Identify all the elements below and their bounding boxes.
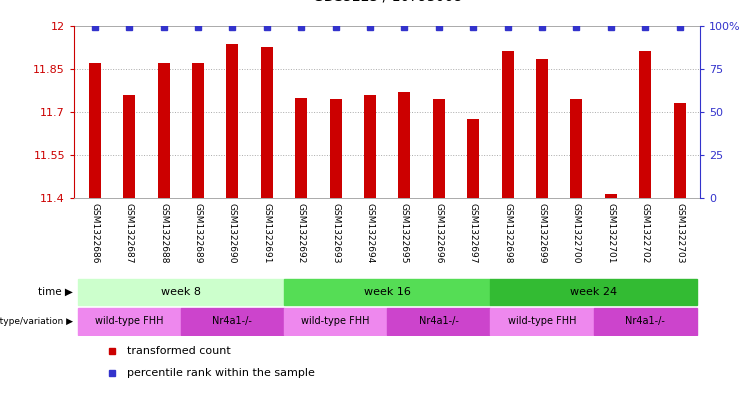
Bar xyxy=(158,63,170,198)
Text: GSM1322688: GSM1322688 xyxy=(159,203,168,263)
Bar xyxy=(181,308,284,334)
Bar xyxy=(491,308,594,334)
Text: GSM1322695: GSM1322695 xyxy=(400,203,409,263)
Text: GSM1322690: GSM1322690 xyxy=(227,203,237,263)
Bar xyxy=(605,194,617,198)
Text: wild-type FHH: wild-type FHH xyxy=(508,316,576,326)
Text: time ▶: time ▶ xyxy=(38,287,73,297)
Text: GSM1322694: GSM1322694 xyxy=(365,203,374,263)
Text: GSM1322696: GSM1322696 xyxy=(434,203,443,263)
Bar xyxy=(226,44,239,198)
Text: week 24: week 24 xyxy=(570,287,617,297)
Text: percentile rank within the sample: percentile rank within the sample xyxy=(127,368,315,378)
Text: Nr4a1-/-: Nr4a1-/- xyxy=(213,316,252,326)
Bar xyxy=(330,99,342,198)
Bar xyxy=(502,51,514,198)
Text: week 16: week 16 xyxy=(364,287,411,297)
Text: GSM1322700: GSM1322700 xyxy=(572,203,581,263)
Text: GSM1322691: GSM1322691 xyxy=(262,203,271,263)
Text: wild-type FHH: wild-type FHH xyxy=(302,316,370,326)
Bar xyxy=(491,279,697,305)
Bar xyxy=(387,308,491,334)
Bar xyxy=(89,63,101,198)
Text: Nr4a1-/-: Nr4a1-/- xyxy=(419,316,459,326)
Bar xyxy=(594,308,697,334)
Text: GSM1322702: GSM1322702 xyxy=(641,203,650,263)
Bar xyxy=(78,308,181,334)
Bar xyxy=(399,92,411,198)
Text: GSM1322698: GSM1322698 xyxy=(503,203,512,263)
Text: GSM1322693: GSM1322693 xyxy=(331,203,340,263)
Text: transformed count: transformed count xyxy=(127,346,231,356)
Bar xyxy=(192,63,204,198)
Bar xyxy=(571,99,582,198)
Text: GSM1322699: GSM1322699 xyxy=(537,203,547,263)
Text: GDS5223 / 10793068: GDS5223 / 10793068 xyxy=(313,0,462,4)
Bar xyxy=(78,279,284,305)
Text: genotype/variation ▶: genotype/variation ▶ xyxy=(0,317,73,326)
Text: Nr4a1-/-: Nr4a1-/- xyxy=(625,316,665,326)
Bar xyxy=(295,97,308,198)
Bar xyxy=(674,103,685,198)
Text: GSM1322697: GSM1322697 xyxy=(468,203,478,263)
Text: GSM1322692: GSM1322692 xyxy=(296,203,306,263)
Bar xyxy=(123,95,135,198)
Text: GSM1322701: GSM1322701 xyxy=(606,203,615,263)
Bar xyxy=(536,59,548,198)
Bar xyxy=(467,119,479,198)
Bar xyxy=(433,99,445,198)
Text: GSM1322687: GSM1322687 xyxy=(124,203,133,263)
Bar xyxy=(639,51,651,198)
Text: wild-type FHH: wild-type FHH xyxy=(95,316,164,326)
Bar xyxy=(284,308,387,334)
Text: GSM1322686: GSM1322686 xyxy=(90,203,99,263)
Bar xyxy=(284,279,491,305)
Bar xyxy=(261,47,273,198)
Bar xyxy=(364,95,376,198)
Text: GSM1322703: GSM1322703 xyxy=(675,203,684,263)
Text: week 8: week 8 xyxy=(161,287,201,297)
Text: GSM1322689: GSM1322689 xyxy=(193,203,202,263)
